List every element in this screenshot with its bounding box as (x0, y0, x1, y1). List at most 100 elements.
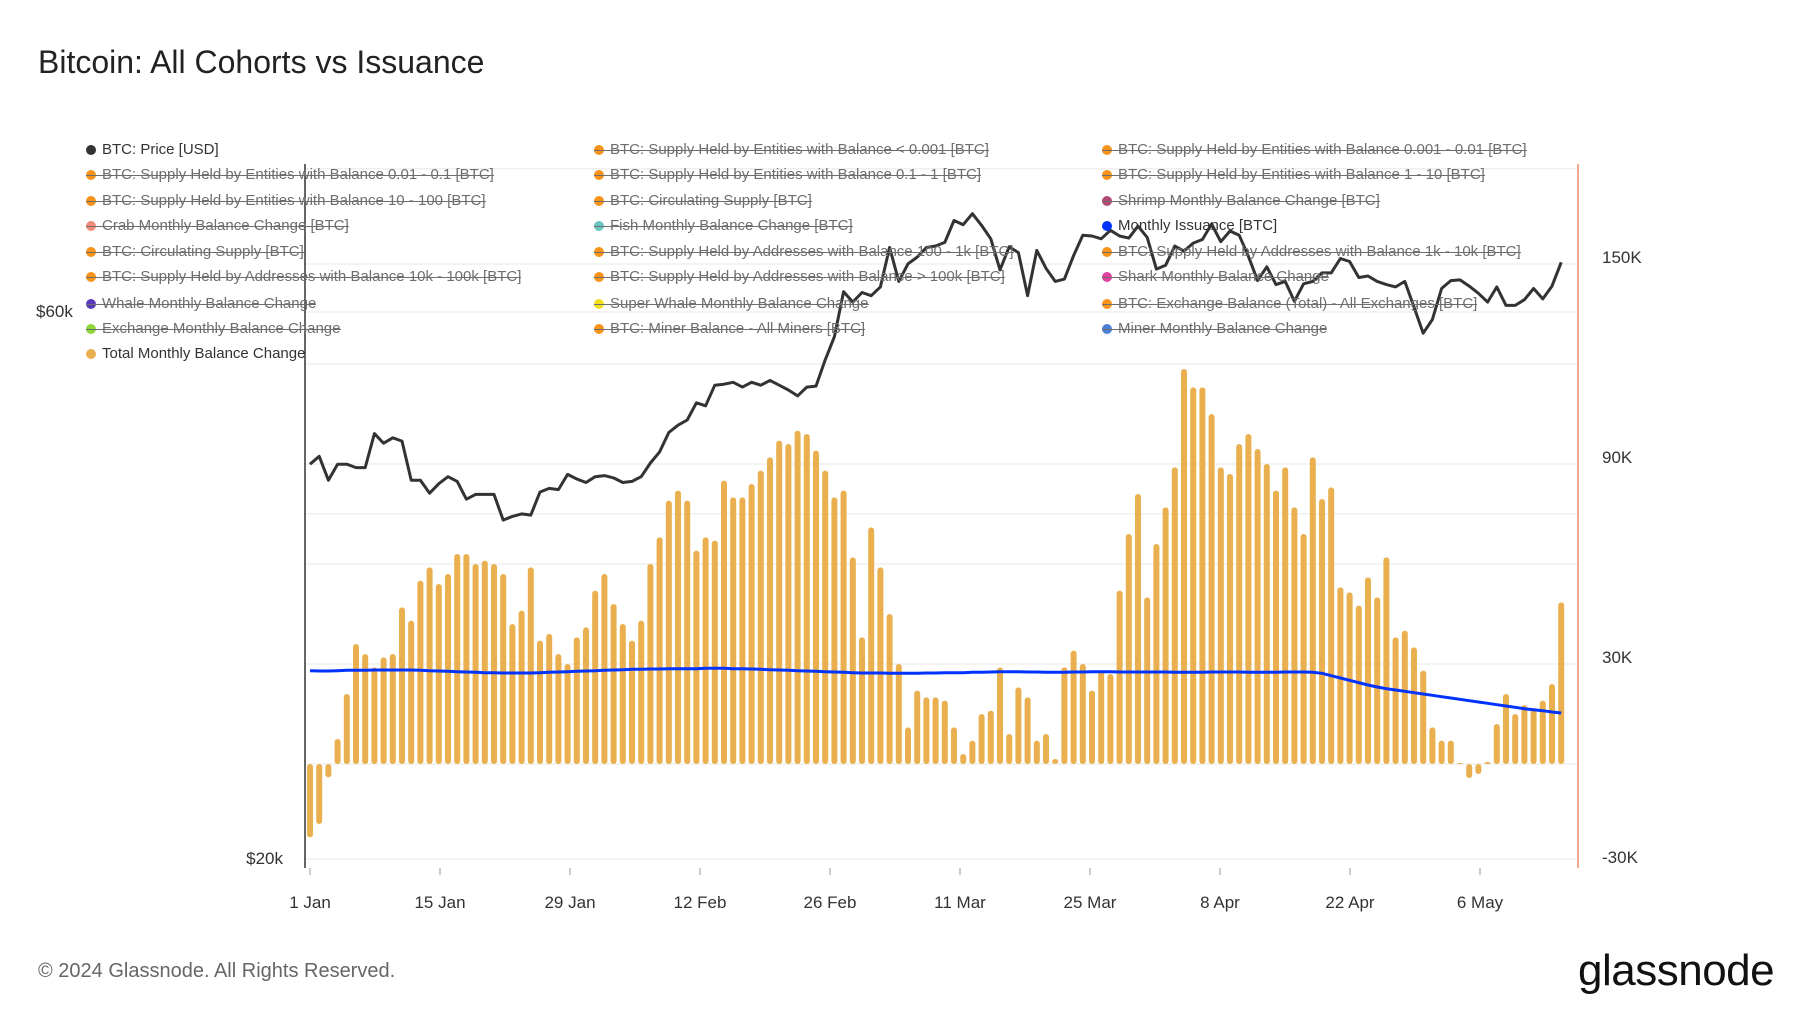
legend-item[interactable]: BTC: Supply Held by Addresses with Balan… (594, 268, 1005, 285)
balance-change-bar (1355, 605, 1362, 764)
legend-item[interactable]: Total Monthly Balance Change (86, 345, 305, 362)
legend-item[interactable]: BTC: Exchange Balance (Total) - All Exch… (1102, 295, 1478, 312)
balance-change-bar (1291, 507, 1298, 764)
legend-label: BTC: Supply Held by Entities with Balanc… (1118, 166, 1485, 183)
balance-change-bar (1061, 667, 1068, 764)
legend-label: BTC: Supply Held by Entities with Balanc… (610, 166, 981, 183)
legend-item[interactable]: Exchange Monthly Balance Change (86, 320, 341, 337)
legend-item[interactable]: Super Whale Monthly Balance Change (594, 295, 869, 312)
balance-change-bar (1199, 387, 1206, 764)
legend-item[interactable]: BTC: Supply Held by Entities with Balanc… (86, 192, 486, 209)
balance-change-bar (1328, 487, 1335, 764)
balance-change-bar (1429, 727, 1436, 764)
balance-change-bar (1447, 740, 1454, 764)
balance-change-bar (840, 490, 847, 764)
legend-item[interactable]: Miner Monthly Balance Change (1102, 320, 1328, 337)
balance-change-bar (1549, 684, 1555, 764)
balance-change-bar (905, 727, 911, 764)
balance-change-bar (1420, 670, 1427, 764)
legend-dot-icon (1102, 271, 1112, 282)
left-axis-tick-60k: $60k (36, 302, 73, 321)
balance-change-bar (1107, 674, 1114, 764)
balance-change-bar (951, 727, 957, 764)
balance-change-bar (1125, 534, 1132, 764)
balance-change-bar (537, 640, 543, 764)
legend-item[interactable]: BTC: Price [USD] (86, 141, 219, 158)
legend-dot-icon (86, 246, 96, 257)
x-tick-label: 12 Feb (673, 893, 727, 912)
x-tick-label: 26 Feb (803, 893, 857, 912)
legend-dot-icon (594, 246, 604, 257)
legend-item[interactable]: BTC: Supply Held by Addresses with Balan… (1102, 243, 1521, 260)
balance-change-bar (1181, 369, 1187, 764)
balance-change-bar (886, 614, 893, 764)
right-axis-tick-150k: 150K (1602, 248, 1642, 267)
legend-item[interactable]: BTC: Supply Held by Entities with Balanc… (1102, 141, 1527, 158)
legend-item[interactable]: BTC: Supply Held by Entities with Balanc… (86, 166, 494, 183)
balance-change-bar (362, 654, 369, 764)
legend-dot-icon (1102, 323, 1112, 334)
balance-change-bar (1309, 457, 1316, 764)
balance-change-bar (1383, 557, 1390, 764)
balance-change-bar (1374, 597, 1381, 764)
balance-change-bar (1438, 740, 1445, 764)
x-tick-label: 15 Jan (414, 893, 466, 912)
balance-change-bar (776, 440, 783, 764)
legend-dot-icon (1102, 195, 1112, 206)
legend-item[interactable]: BTC: Circulating Supply [BTC] (86, 243, 304, 260)
balance-change-bar (1273, 490, 1279, 764)
balance-change-bar (454, 554, 461, 764)
balance-change-bar (445, 574, 451, 764)
balance-change-bar (987, 710, 994, 764)
legend-item[interactable]: BTC: Supply Held by Addresses with Balan… (86, 268, 522, 285)
balance-change-bar (923, 697, 930, 764)
glassnode-logo: glassnode (1578, 946, 1775, 995)
balance-change-bar (1024, 697, 1031, 764)
balance-change-bar (334, 739, 341, 764)
btc-price-line (309, 212, 1563, 522)
balance-change-bar (1245, 434, 1252, 764)
x-tick-label: 8 Apr (1200, 893, 1240, 912)
legend-dot-icon (1102, 144, 1112, 155)
legend-item[interactable]: Whale Monthly Balance Change (86, 295, 317, 312)
legend-item[interactable]: BTC: Circulating Supply [BTC] (594, 192, 812, 209)
balance-change-bar (1217, 467, 1224, 764)
legend-item[interactable]: Monthly Issuance [BTC] (1102, 217, 1277, 234)
balance-change-bar (380, 657, 387, 764)
balance-change-bar (721, 480, 727, 764)
balance-change-bar (583, 627, 589, 764)
legend-item[interactable]: Shrimp Monthly Balance Change [BTC] (1102, 192, 1380, 209)
balance-change-bar (1208, 414, 1215, 764)
balance-change-bar (665, 500, 672, 764)
legend-label: BTC: Supply Held by Entities with Balanc… (102, 192, 486, 209)
legend-label: BTC: Supply Held by Entities with Balanc… (610, 141, 989, 158)
legend-dot-icon (594, 323, 604, 334)
legend-item[interactable]: BTC: Miner Balance - All Miners [BTC] (594, 320, 866, 337)
legend-item[interactable]: BTC: Supply Held by Entities with Balanc… (594, 141, 989, 158)
balance-change-bar (1503, 694, 1509, 764)
balance-change-bar (1282, 467, 1289, 764)
legend-item[interactable]: Shark Monthly Balance Change (1102, 268, 1329, 285)
total-monthly-balance-change-bars (307, 369, 1565, 838)
balance-change-bar (684, 500, 691, 764)
legend-item[interactable]: BTC: Supply Held by Entities with Balanc… (1102, 166, 1485, 183)
legend-dot-icon (86, 348, 96, 359)
legend-item[interactable]: BTC: Supply Held by Entities with Balanc… (594, 166, 981, 183)
balance-change-bar (767, 457, 773, 764)
balance-change-bar (1089, 690, 1095, 764)
right-axis-tick-90k: 90K (1602, 448, 1633, 467)
legend-label: Exchange Monthly Balance Change (102, 320, 341, 337)
legend-item[interactable]: BTC: Supply Held by Addresses with Balan… (594, 243, 1014, 260)
balance-change-bar (675, 490, 681, 764)
legend-item[interactable]: Fish Monthly Balance Change [BTC] (594, 217, 853, 234)
legend-item[interactable]: Crab Monthly Balance Change [BTC] (86, 217, 349, 234)
balance-change-bar (1227, 474, 1233, 764)
legend-label: BTC: Circulating Supply [BTC] (102, 243, 304, 260)
balance-change-bar (1521, 705, 1528, 764)
balance-change-bar (785, 444, 792, 764)
balance-change-bar (638, 620, 645, 764)
balance-change-bar (1493, 724, 1500, 764)
balance-change-bar (849, 557, 856, 764)
balance-change-bar (343, 694, 350, 764)
balance-change-bar (960, 754, 967, 764)
